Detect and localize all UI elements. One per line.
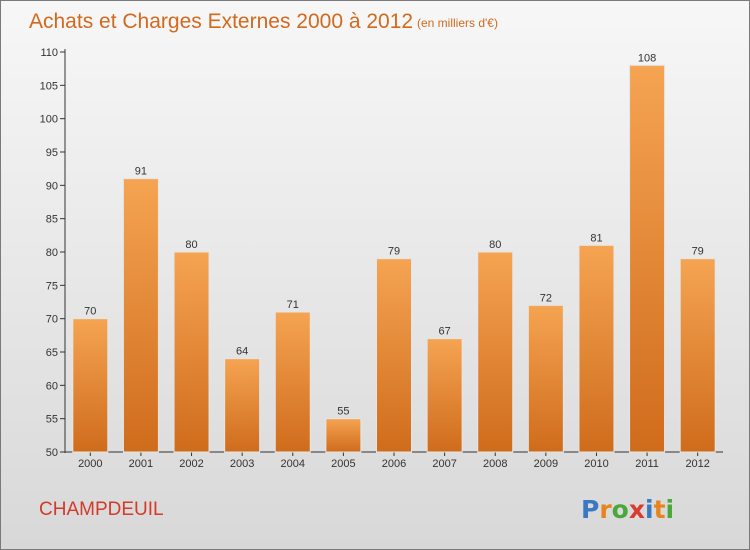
y-tick-label: 80 xyxy=(46,247,58,259)
bar xyxy=(173,251,210,453)
commune-name: CHAMPDEUIL xyxy=(39,499,164,520)
x-tick-label: 2010 xyxy=(584,458,608,470)
x-tick-label: 2000 xyxy=(78,458,102,470)
x-tick-label: 2007 xyxy=(432,458,456,470)
bar-value-label: 70 xyxy=(84,306,96,318)
bars: 70 91 80 64 71 55 79 67 80 72 81 108 79 xyxy=(72,52,716,453)
logo-letter: x xyxy=(629,495,645,524)
logo-letter: o xyxy=(612,495,629,524)
x-tick-label: 2003 xyxy=(230,458,254,470)
x-tick-label: 2008 xyxy=(483,458,507,470)
y-tick-label: 65 xyxy=(46,347,58,359)
x-axis: 2000 2001 2002 2003 2004 2005 2006 2007 2008 2009… xyxy=(65,451,723,470)
bar-value-label: 108 xyxy=(638,52,656,64)
chart-unit: (en milliers d'€) xyxy=(417,16,498,30)
y-tick-label: 85 xyxy=(46,214,58,226)
y-tick-label: 105 xyxy=(40,80,58,92)
x-tick-label: 2005 xyxy=(331,458,355,470)
bar xyxy=(578,244,615,453)
y-tick-label: 110 xyxy=(40,47,58,59)
chart-title: Achats et Charges Externes 2000 à 2012 xyxy=(29,10,413,33)
y-tick-label: 60 xyxy=(46,380,58,392)
bar-value-label: 79 xyxy=(388,246,400,258)
y-tick-label: 55 xyxy=(46,414,58,426)
bar xyxy=(679,258,716,453)
y-tick-label: 95 xyxy=(46,147,58,159)
bar-value-label: 79 xyxy=(692,246,704,258)
x-tick-label: 2006 xyxy=(382,458,406,470)
logo-letter: i xyxy=(666,495,675,524)
logo-letter: t xyxy=(654,495,666,524)
x-tick-label: 2012 xyxy=(685,458,709,470)
y-axis: 50 55 60 65 70 75 80 85 90 95 100 105 110 xyxy=(40,47,66,459)
bar xyxy=(376,258,412,453)
logo-letter: P xyxy=(581,495,599,524)
logo-letter: r xyxy=(599,495,612,524)
bar xyxy=(274,311,311,453)
bar xyxy=(527,304,564,453)
x-tick-label: 2001 xyxy=(129,458,153,470)
x-tick-label: 2002 xyxy=(179,458,203,470)
y-tick-label: 70 xyxy=(46,314,58,326)
x-tick-label: 2011 xyxy=(635,458,659,470)
bar xyxy=(122,178,159,453)
bar xyxy=(224,358,261,453)
x-tick-label: 2009 xyxy=(534,458,558,470)
logo-letter: i xyxy=(645,495,654,524)
y-tick-label: 75 xyxy=(46,280,58,292)
bar-value-label: 80 xyxy=(185,239,197,251)
bar-value-label: 80 xyxy=(489,239,501,251)
bar-value-label: 81 xyxy=(590,232,602,244)
proxiti-logo: Proxiti xyxy=(581,495,674,524)
x-tick-label: 2004 xyxy=(281,458,305,470)
bar-value-label: 64 xyxy=(236,346,248,358)
bar-value-label: 91 xyxy=(135,166,147,178)
bar-value-label: 55 xyxy=(337,406,349,418)
bar-value-label: 71 xyxy=(287,299,299,311)
y-tick-label: 50 xyxy=(46,447,58,459)
y-tick-label: 100 xyxy=(40,114,58,126)
y-tick-label: 90 xyxy=(46,180,58,192)
bar xyxy=(325,418,362,453)
bar xyxy=(477,251,514,453)
bar xyxy=(629,64,666,453)
bar xyxy=(426,338,463,453)
bar xyxy=(72,318,109,453)
bar-value-label: 67 xyxy=(438,326,450,338)
bar-value-label: 72 xyxy=(540,292,552,304)
